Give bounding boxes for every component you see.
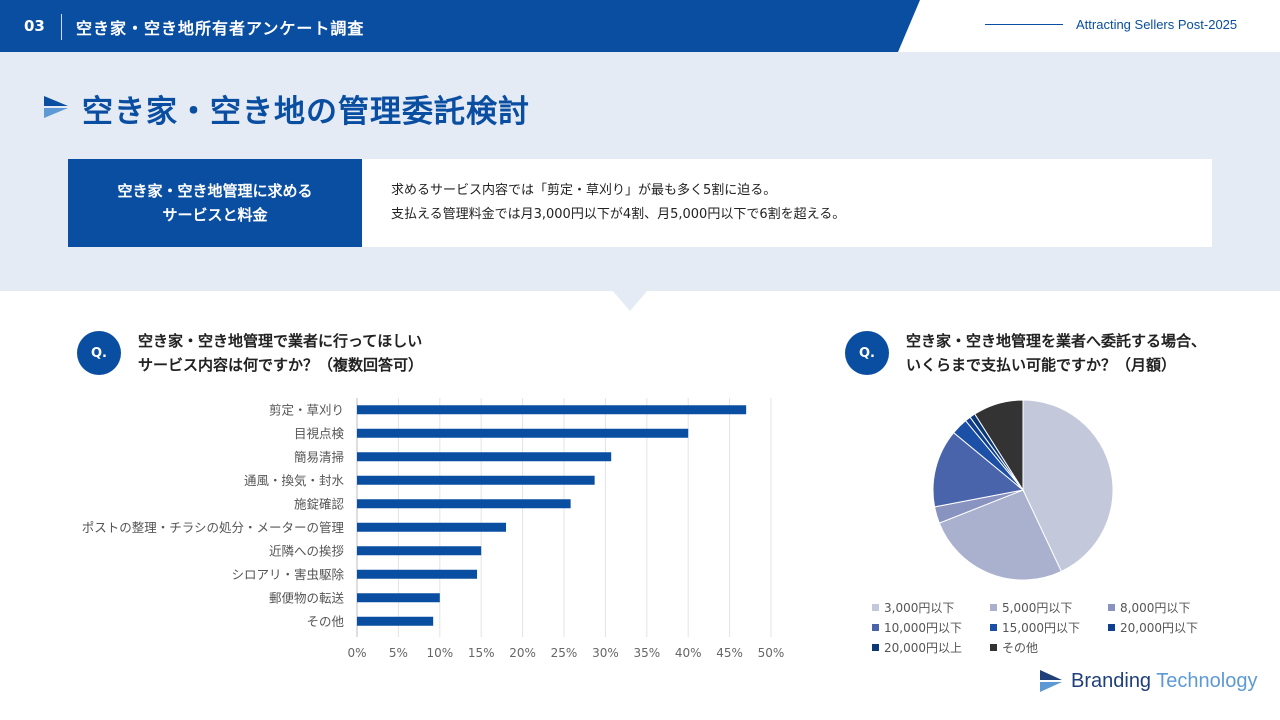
bar [357, 405, 747, 415]
x-tick-label: 5% [389, 646, 408, 660]
pie-slice [974, 399, 1024, 492]
category-label: ポストの整理・チラシの処分・メーターの管理 [82, 520, 345, 535]
summary-text: 求めるサービス内容では「剪定・草刈り」が最も多く5割に迫る。 支払える管理料金で… [391, 179, 845, 227]
x-tick-label: 20% [509, 646, 536, 660]
bar [357, 522, 507, 532]
q2-badge: Q. [845, 331, 889, 375]
x-tick-label: 10% [426, 646, 453, 660]
category-label: 目視点検 [294, 426, 345, 441]
bar [357, 499, 571, 509]
section-number: 03 [24, 17, 45, 35]
pie-slice [938, 489, 1062, 581]
category-label: 剪定・草刈り [269, 402, 344, 417]
q2-line2: いくらまで支払い可能ですか？（月額） [906, 356, 1177, 374]
bar [357, 616, 434, 626]
legend-label: 15,000円以下 [1002, 620, 1080, 635]
bar [357, 569, 478, 579]
pie-slice [1022, 399, 1114, 573]
header-divider [61, 14, 62, 40]
logo-word-2: Technology [1156, 670, 1258, 692]
bar [357, 428, 689, 438]
legend-item: 3,000円以下 [872, 598, 990, 616]
x-tick-label: 0% [347, 646, 366, 660]
summary-label-line2: サービスと料金 [162, 206, 268, 224]
q1-badge: Q. [77, 331, 121, 375]
summary-box: 空き家・空き地管理に求める サービスと料金 求めるサービス内容では「剪定・草刈り… [68, 159, 1212, 247]
category-label: 施錠確認 [294, 496, 345, 511]
q1-question: 空き家・空き地管理で業者に行ってほしい サービス内容は何ですか？（複数回答可） [138, 329, 423, 377]
legend-label: 20,000円以下 [1120, 620, 1198, 635]
header-title: 空き家・空き地所有者アンケート調査 [76, 19, 365, 38]
header-subtitle: Attracting Sellers Post-2025 [1076, 17, 1238, 32]
legend-swatch [990, 643, 997, 651]
legend-swatch [1108, 603, 1115, 611]
x-tick-label: 50% [758, 646, 785, 660]
callout-notch [612, 290, 648, 311]
summary-label: 空き家・空き地管理に求める サービスと料金 [68, 159, 362, 247]
pie-legend: 3,000円以下 5,000円以下 8,000円以下 10,000円以下 15,000円… [872, 598, 1232, 656]
bar [357, 452, 612, 462]
category-label: 通風・換気・封水 [244, 473, 345, 488]
category-label: 簡易清掃 [294, 449, 344, 464]
title-arrow-icon [44, 96, 68, 118]
x-tick-label: 40% [675, 646, 702, 660]
x-tick-label: 45% [716, 646, 743, 660]
company-logo-text: Branding Technology [1071, 670, 1257, 693]
category-label: 郵便物の転送 [269, 590, 345, 605]
fee-pie-chart [932, 399, 1114, 581]
summary-label-line1: 空き家・空き地管理に求める [117, 182, 313, 200]
legend-item: 5,000円以下 [990, 598, 1108, 616]
x-tick-label: 35% [633, 646, 660, 660]
q2-line1: 空き家・空き地管理を業者へ委託する場合、 [906, 332, 1207, 350]
legend-label: その他 [1002, 640, 1039, 655]
summary-text-line1: 求めるサービス内容では「剪定・草刈り」が最も多く5割に迫る。 [391, 183, 777, 198]
legend-label: 5,000円以下 [1002, 600, 1073, 615]
header-rule [985, 24, 1063, 25]
x-tick-label: 15% [468, 646, 495, 660]
bar [357, 475, 595, 485]
x-tick-label: 30% [592, 646, 619, 660]
legend-swatch [1108, 623, 1115, 631]
legend-label: 10,000円以下 [884, 620, 962, 635]
bar [357, 546, 482, 556]
q2-question: 空き家・空き地管理を業者へ委託する場合、 いくらまで支払い可能ですか？（月額） [906, 329, 1206, 377]
legend-item: その他 [990, 638, 1108, 656]
service-bar-chart: 0% 5% 10% 15% 20% 25% 30% 35% 40% 45% 50% 剪定・草刈り目視点… [82, 398, 785, 660]
q1-line2: サービス内容は何ですか？（複数回答可） [138, 356, 424, 374]
legend-label: 8,000円以下 [1120, 600, 1191, 615]
summary-text-line2: 支払える管理料金では月3,000円以下が4割、月5,000円以下で6割を超える。 [391, 207, 846, 222]
company-logo-icon [1040, 670, 1062, 692]
pie-slice [932, 431, 1025, 508]
category-label: 近隣への挨拶 [269, 543, 345, 558]
legend-swatch [872, 643, 879, 651]
legend-item: 20,000円以下 [1108, 618, 1226, 636]
bar [357, 593, 440, 603]
q1-line1: 空き家・空き地管理で業者に行ってほしい [138, 332, 423, 350]
legend-swatch [990, 603, 997, 611]
category-label: その他 [306, 614, 344, 629]
legend-item: 10,000円以下 [872, 618, 990, 636]
x-tick-label: 25% [551, 646, 578, 660]
legend-swatch [872, 623, 879, 631]
legend-swatch [990, 623, 997, 631]
page-title: 空き家・空き地の管理委託検討 [82, 94, 530, 130]
category-label: シロアリ・害虫駆除 [231, 567, 344, 582]
legend-label: 3,000円以下 [884, 600, 955, 615]
legend-item: 15,000円以下 [990, 618, 1108, 636]
legend-item: 20,000円以上 [872, 638, 990, 656]
logo-word-1: Branding [1071, 670, 1152, 692]
legend-label: 20,000円以上 [884, 640, 962, 655]
header-bar [0, 0, 920, 52]
legend-item: 8,000円以下 [1108, 598, 1226, 616]
legend-swatch [872, 603, 879, 611]
